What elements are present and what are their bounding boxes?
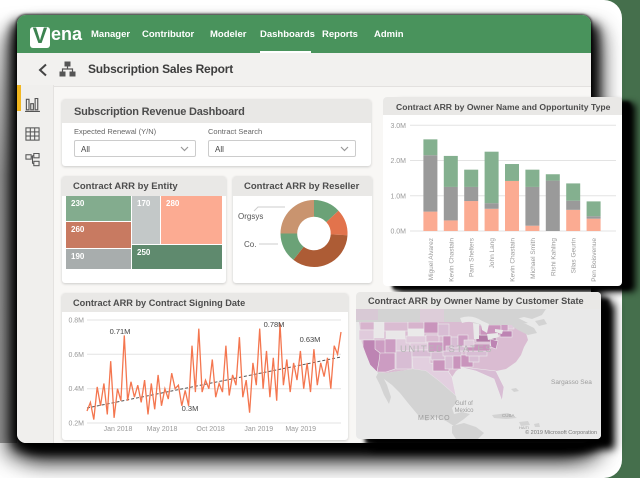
svg-text:0.2M: 0.2M xyxy=(68,421,84,428)
svg-text:Michael Smith: Michael Smith xyxy=(530,238,537,279)
svg-text:Miguel Alvarez: Miguel Alvarez xyxy=(428,238,435,280)
svg-text:0.78M: 0.78M xyxy=(264,320,285,329)
svg-text:2.0M: 2.0M xyxy=(390,158,406,165)
svg-text:Mexico: Mexico xyxy=(454,408,474,414)
svg-text:© 2019 Microsoft Corporation: © 2019 Microsoft Corporation xyxy=(525,429,597,436)
svg-text:0.63M: 0.63M xyxy=(300,335,321,344)
svg-text:Kevin Chastain: Kevin Chastain xyxy=(448,238,455,282)
svg-text:3.0M: 3.0M xyxy=(390,123,406,130)
svg-text:May 2018: May 2018 xyxy=(147,426,178,433)
svg-text:Jan 2018: Jan 2018 xyxy=(104,426,133,433)
svg-text:0.0M: 0.0M xyxy=(390,229,406,236)
svg-text:Co.: Co. xyxy=(244,240,256,249)
svg-text:Jan 2019: Jan 2019 xyxy=(244,426,273,433)
svg-text:0.71M: 0.71M xyxy=(110,327,131,336)
svg-text:Rishi Kahling: Rishi Kahling xyxy=(550,238,557,276)
svg-text:John Lang: John Lang xyxy=(489,238,496,269)
svg-text:Orgsys: Orgsys xyxy=(238,212,263,221)
svg-text:Pen Boisvenue: Pen Boisvenue xyxy=(591,238,598,282)
svg-text:0.6M: 0.6M xyxy=(68,352,84,359)
svg-text:CUBA: CUBA xyxy=(502,413,515,418)
svg-text:Gulf of: Gulf of xyxy=(455,401,473,407)
svg-text:0.4M: 0.4M xyxy=(68,386,84,393)
svg-text:Pam Shelters: Pam Shelters xyxy=(469,237,476,277)
svg-text:MEXICO: MEXICO xyxy=(418,415,450,422)
svg-text:Silas Geurin: Silas Geurin xyxy=(571,238,578,274)
svg-text:Sargasso Sea: Sargasso Sea xyxy=(551,379,592,386)
svg-text:HAITI: HAITI xyxy=(519,425,529,430)
svg-text:UNITED STATES: UNITED STATES xyxy=(400,344,493,355)
svg-text:1.0M: 1.0M xyxy=(390,193,406,200)
svg-text:0.8M: 0.8M xyxy=(68,318,84,325)
svg-text:Kevin Chastain: Kevin Chastain xyxy=(510,238,517,282)
svg-text:May 2019: May 2019 xyxy=(285,426,316,433)
svg-text:Oct 2018: Oct 2018 xyxy=(196,426,225,433)
svg-text:0.3M: 0.3M xyxy=(182,404,199,413)
